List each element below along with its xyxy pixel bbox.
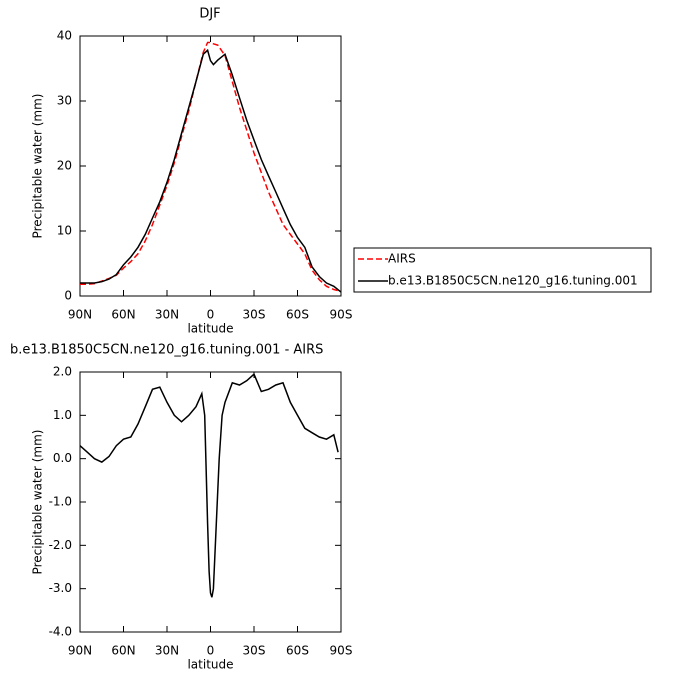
x-tick-label: 30S: [243, 308, 266, 322]
y-tick-label: -4.0: [49, 625, 72, 639]
y-axis-label: Precipitable water (mm): [31, 94, 45, 239]
y-tick-label: 0: [64, 289, 72, 303]
x-tick-label: 60S: [286, 308, 309, 322]
x-axis-label: latitude: [187, 658, 233, 672]
y-tick-label: 1.0: [53, 408, 72, 422]
data-line: [80, 41, 342, 293]
y-tick-label: 20: [57, 159, 72, 173]
chart-title: DJF: [199, 7, 220, 22]
x-tick-label: 0: [207, 644, 215, 658]
y-tick-label: 0.0: [53, 451, 72, 465]
x-tick-label: 60S: [286, 644, 309, 658]
legend-label: AIRS: [388, 252, 416, 266]
x-tick-label: 90N: [68, 308, 92, 322]
y-axis-label: Precipitable water (mm): [31, 430, 45, 575]
x-tick-label: 90S: [330, 644, 353, 658]
legend-label: b.e13.B1850C5CN.ne120_g16.tuning.001: [388, 274, 638, 288]
x-tick-label: 60N: [111, 308, 135, 322]
x-tick-label: 90N: [68, 644, 92, 658]
y-tick-label: 30: [57, 94, 72, 108]
legend-box: [353, 247, 652, 293]
x-tick-label: 30N: [155, 308, 179, 322]
x-tick-label: 0: [207, 308, 215, 322]
y-tick-label: -3.0: [49, 581, 72, 595]
y-tick-label: 10: [57, 224, 72, 238]
x-axis-label: latitude: [187, 322, 233, 336]
y-tick-label: 2.0: [53, 365, 72, 379]
y-tick-label: -2.0: [49, 538, 72, 552]
y-tick-label: -1.0: [49, 495, 72, 509]
x-tick-label: 30S: [243, 644, 266, 658]
x-tick-label: 60N: [111, 644, 135, 658]
data-line: [79, 372, 339, 598]
x-tick-label: 90S: [330, 308, 353, 322]
y-tick-label: 40: [57, 29, 72, 43]
x-tick-label: 30N: [155, 644, 179, 658]
data-line: [80, 48, 342, 293]
chart-title: b.e13.B1850C5CN.ne120_g16.tuning.001 - A…: [10, 343, 323, 358]
plot-frame: [79, 35, 342, 297]
